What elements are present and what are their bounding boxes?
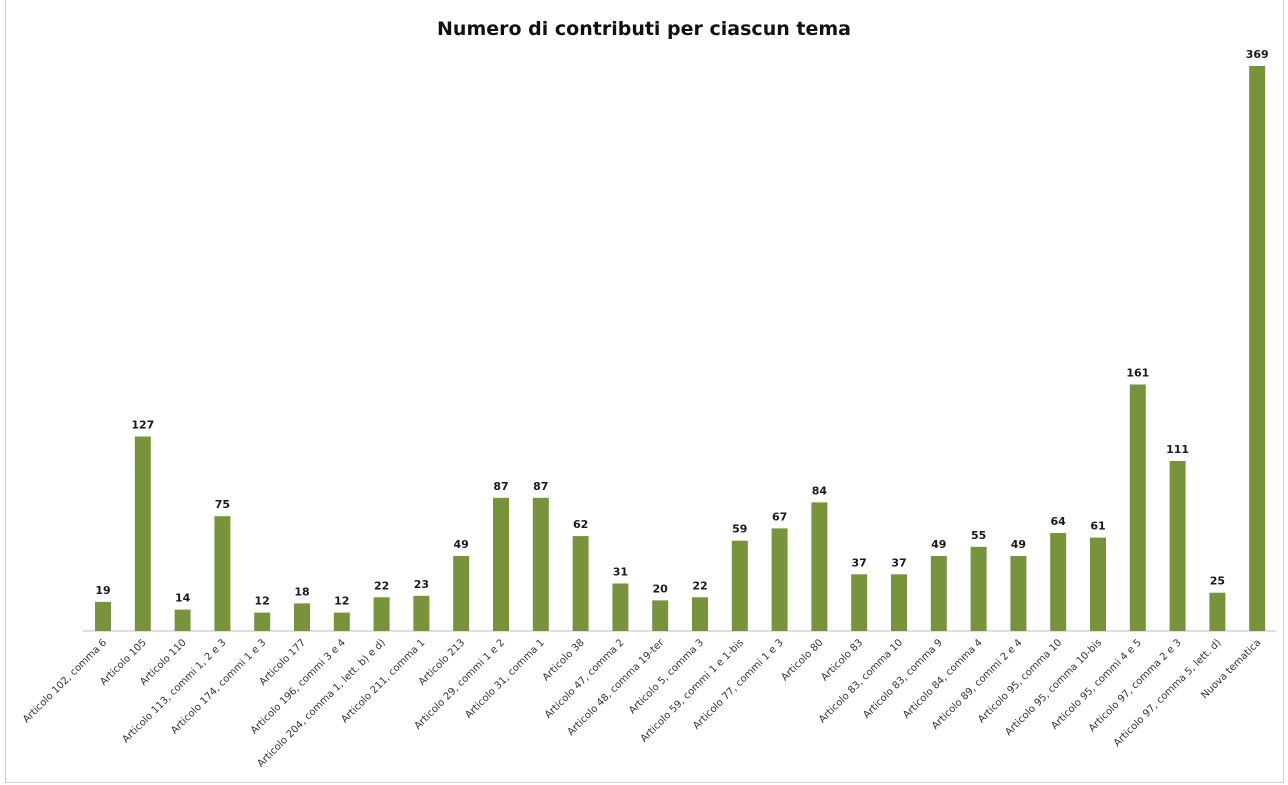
data-label: 61: [1090, 520, 1105, 533]
x-tick-label: Articolo 84, comma 4: [901, 637, 985, 721]
data-label: 49: [931, 538, 946, 551]
bar: [333, 612, 350, 631]
data-label: 127: [131, 419, 154, 432]
data-label: 37: [891, 556, 906, 569]
bar: [373, 597, 390, 631]
bar: [1209, 592, 1226, 631]
bar: [771, 528, 788, 631]
data-label: 20: [653, 582, 669, 595]
bar: [970, 546, 987, 631]
data-label: 12: [255, 595, 270, 608]
bar: [930, 556, 947, 631]
data-label: 84: [812, 484, 828, 497]
bar: [1129, 384, 1146, 631]
data-label: 19: [95, 584, 110, 597]
bar: [572, 536, 589, 631]
bar: [652, 600, 669, 631]
bar: [1010, 556, 1027, 631]
bar: [294, 603, 310, 631]
data-label: 55: [971, 529, 986, 542]
data-label: 37: [852, 556, 867, 569]
data-label: 22: [374, 579, 389, 592]
bar: [413, 595, 430, 631]
data-label: 161: [1126, 367, 1149, 380]
data-label: 25: [1210, 575, 1225, 588]
data-label: 49: [1011, 538, 1026, 551]
data-label: 111: [1166, 443, 1189, 456]
bar: [493, 497, 509, 631]
data-label: 12: [334, 595, 349, 608]
bar: [254, 612, 271, 631]
bar: [811, 502, 828, 631]
bar: [731, 540, 748, 631]
bar: [1249, 66, 1266, 631]
data-label: 59: [732, 523, 747, 536]
bar: [1050, 533, 1067, 631]
x-tick-label: Articolo 31, comma 1: [463, 637, 547, 721]
bar: [612, 583, 629, 631]
chart-title: Numero di contributi per ciascun tema: [437, 18, 851, 40]
bar: [134, 436, 151, 631]
bar: [532, 497, 549, 631]
bar: [214, 516, 231, 631]
data-label: 64: [1051, 515, 1067, 528]
x-tick-label: Articolo 80: [780, 637, 826, 683]
bar: [692, 597, 708, 631]
data-label: 67: [772, 510, 787, 523]
data-label: 22: [692, 579, 707, 592]
data-label: 75: [215, 498, 230, 511]
x-tick-label: Articolo 5, comma 3: [627, 637, 706, 716]
data-label: 18: [294, 585, 309, 598]
data-label: 62: [573, 518, 588, 531]
bar: [1090, 537, 1106, 631]
bar: [95, 601, 111, 631]
data-label: 49: [454, 538, 469, 551]
chart-frame: [5, 0, 1284, 783]
data-label: 23: [414, 578, 429, 591]
data-label: 369: [1246, 48, 1269, 61]
bar: [453, 556, 470, 631]
x-tick-label: Articolo 47, comma 2: [543, 637, 627, 721]
data-label: 87: [533, 480, 548, 493]
bar: [851, 574, 868, 631]
bar: [174, 609, 191, 631]
x-tick-label: Articolo 83, comma 9: [861, 637, 945, 721]
x-tick-label: Articolo 211, comma 1: [339, 637, 427, 725]
data-label: 31: [613, 566, 628, 579]
bar: [891, 574, 907, 631]
data-label: 14: [175, 592, 191, 605]
x-tick-label: Articolo 102, comma 6: [21, 637, 109, 725]
data-label: 87: [493, 480, 508, 493]
bar: [1169, 461, 1186, 631]
